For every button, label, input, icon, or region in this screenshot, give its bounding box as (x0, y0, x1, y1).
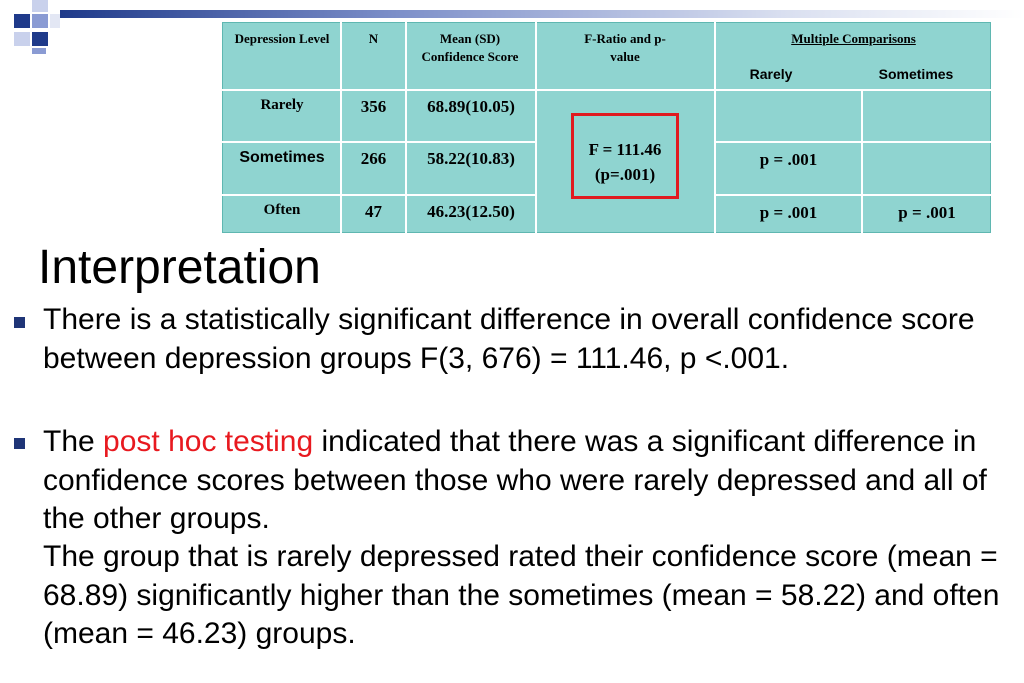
header-mc-sometimes: Sometimes (878, 66, 954, 82)
row-often-n: 47 (365, 202, 382, 221)
bullet-2-prefix: The (43, 425, 104, 458)
header-mc-rarely: Rarely (749, 66, 793, 82)
post-hoc-highlight: post hoc testing (103, 425, 314, 458)
f-value: F = 111.46 (588, 140, 662, 159)
bullet-2-text: The post hoc testing indicated that ther… (43, 423, 1018, 539)
row-rarely-n: 356 (360, 97, 387, 116)
row-often-mc-sometimes: p = .001 (898, 203, 956, 222)
row-often-mean: 46.23(12.50) (427, 202, 515, 221)
row-often-level: Often (263, 202, 301, 218)
row-sometimes-n: 266 (360, 149, 387, 168)
top-gradient-bar (60, 10, 1024, 18)
interpretation-heading: Interpretation (38, 241, 321, 294)
header-n: N (368, 31, 379, 46)
row-sometimes-mc-rarely: p = .001 (759, 150, 818, 169)
row-sometimes-level: Sometimes (239, 149, 325, 166)
header-f-ratio: F-Ratio and p-value (584, 31, 666, 64)
row-often-mc-rarely: p = .001 (759, 203, 818, 222)
row-rarely-mean: 68.89(10.05) (427, 97, 515, 116)
header-mean-sd: Mean (SD) Confidence Score (421, 31, 519, 64)
header-depression-level: Depression Level (234, 31, 330, 46)
bullet-square-icon (14, 438, 25, 449)
bullet-2-continuation: The group that is rarely depressed rated… (43, 540, 1000, 650)
bullet-square-icon (14, 317, 25, 328)
bullet-2-rest: indicated that there was a significant d… (43, 425, 987, 535)
bullet-1-text: There is a statistically significant dif… (43, 303, 975, 375)
header-multiple-comparisons: Multiple Comparisons (791, 31, 916, 46)
p-value: (p=.001) (594, 165, 656, 184)
row-sometimes-mean: 58.22(10.83) (427, 149, 515, 168)
f-ratio-highlight-box (571, 113, 679, 199)
row-rarely-level: Rarely (260, 97, 304, 113)
